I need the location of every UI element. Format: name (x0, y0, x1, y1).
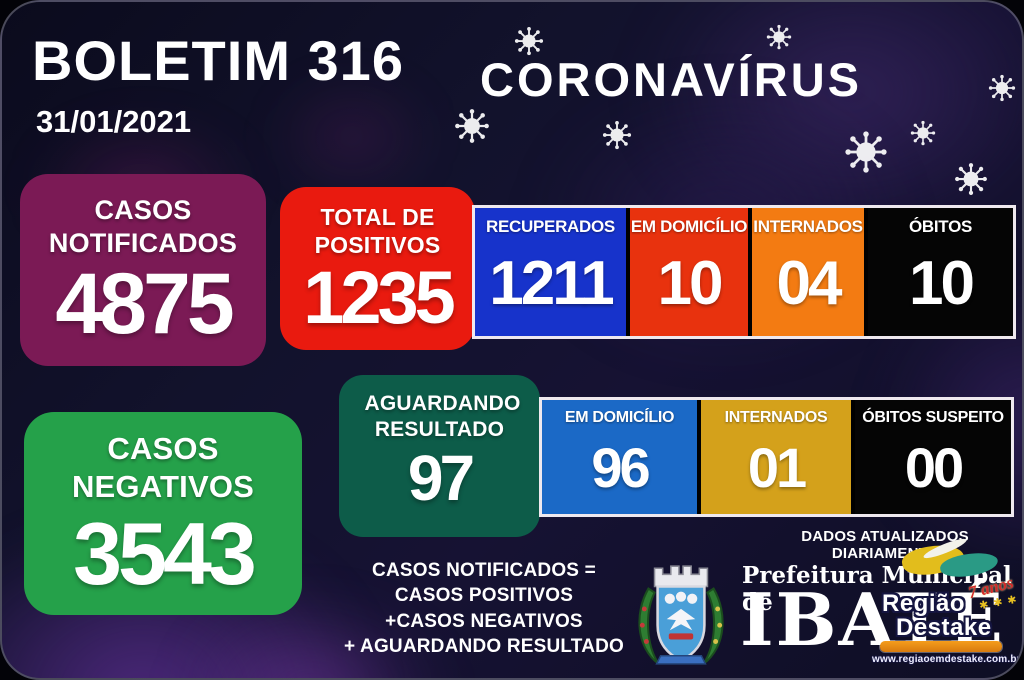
cell-obitos: ÓBITOS 10 (868, 208, 1013, 336)
virus-icon (844, 130, 888, 174)
watermark-name: Destake (896, 614, 992, 641)
stat-label: ÓBITOS SUSPEITO (862, 409, 1004, 426)
card-aguardando-resultado: AGUARDANDO RESULTADO 97 (339, 375, 540, 537)
stat-value: 04 (776, 248, 843, 318)
stat-label: RECUPERADOS (486, 217, 615, 236)
stat-label: CASOS NOTIFICADOS (48, 195, 238, 258)
stat-value: 97 (407, 442, 475, 515)
row-aguardando-breakdown: EM DOMICÍLIO 96 INTERNADOS 01 ÓBITOS SUS… (539, 397, 1014, 517)
bulletin-title: BOLETIM 316 (32, 29, 404, 92)
cell-em-domicilio: EM DOMICÍLIO 10 (630, 208, 748, 336)
virus-icon (454, 108, 490, 144)
stat-label: CASOS NEGATIVOS (71, 431, 255, 504)
watermark-name: Região (882, 590, 966, 617)
virus-icon (988, 74, 1016, 102)
card-total-positivos: TOTAL DE POSITIVOS 1235 (280, 187, 475, 350)
stat-label: INTERNADOS (753, 217, 863, 236)
virus-icon (910, 120, 936, 146)
cell-obitos-suspeito: ÓBITOS SUSPEITO 00 (855, 400, 1011, 514)
ibate-coat-of-arms-icon (638, 565, 724, 665)
stat-label: EM DOMICÍLIO (564, 409, 675, 426)
stat-value: 10 (657, 248, 724, 318)
stat-label: INTERNADOS (724, 409, 828, 426)
virus-icon (954, 162, 988, 196)
virus-icon (766, 24, 792, 50)
stat-label: ÓBITOS (908, 217, 973, 236)
stat-label: EM DOMICÍLIO (630, 217, 748, 236)
background-blob (272, 82, 432, 192)
watermark-banner (880, 641, 1002, 652)
bulletin-subject: CORONAVÍRUS (480, 53, 863, 106)
stat-value: 00 (904, 435, 964, 499)
formula-line: CASOS NOTIFICADOS = (372, 560, 596, 581)
stat-value: 4875 (55, 255, 234, 352)
stat-value: 1211 (489, 248, 615, 318)
stat-value: 1235 (303, 256, 456, 340)
cell-internados: INTERNADOS 04 (752, 208, 864, 336)
stat-value: 96 (591, 435, 650, 499)
formula-line: + AGUARDANDO RESULTADO (343, 635, 625, 657)
card-casos-negativos: CASOS NEGATIVOS 3543 (24, 412, 302, 615)
cell-recuperados: RECUPERADOS 1211 (475, 208, 626, 336)
regiao-destake-watermark: 7 anos ✱ ✱ ✱ Região Destake www.regiaoem… (870, 535, 1021, 672)
cell-em-domicilio: EM DOMICÍLIO 96 (542, 400, 697, 514)
stat-value: 10 (909, 248, 975, 318)
watermark-url: www.regiaoemdestake.com.br (872, 654, 1021, 665)
formula-line: +CASOS NEGATIVOS (385, 610, 583, 632)
row-positivos-breakdown: RECUPERADOS 1211 EM DOMICÍLIO 10 INTERNA… (472, 205, 1016, 339)
stat-value: 01 (747, 435, 807, 499)
formula-note: CASOS NOTIFICADOS = CASOS POSITIVOS +CAS… (336, 558, 632, 659)
formula-line: CASOS POSITIVOS (394, 585, 574, 607)
cell-internados: INTERNADOS 01 (701, 400, 851, 514)
stat-value: 3543 (73, 503, 257, 603)
stat-label: AGUARDANDO RESULTADO (364, 392, 521, 441)
card-casos-notificados: CASOS NOTIFICADOS 4875 (20, 174, 266, 366)
virus-icon (602, 120, 632, 150)
bulletin-date: 31/01/2021 (36, 104, 192, 139)
stat-label: TOTAL DE POSITIVOS (314, 204, 441, 259)
